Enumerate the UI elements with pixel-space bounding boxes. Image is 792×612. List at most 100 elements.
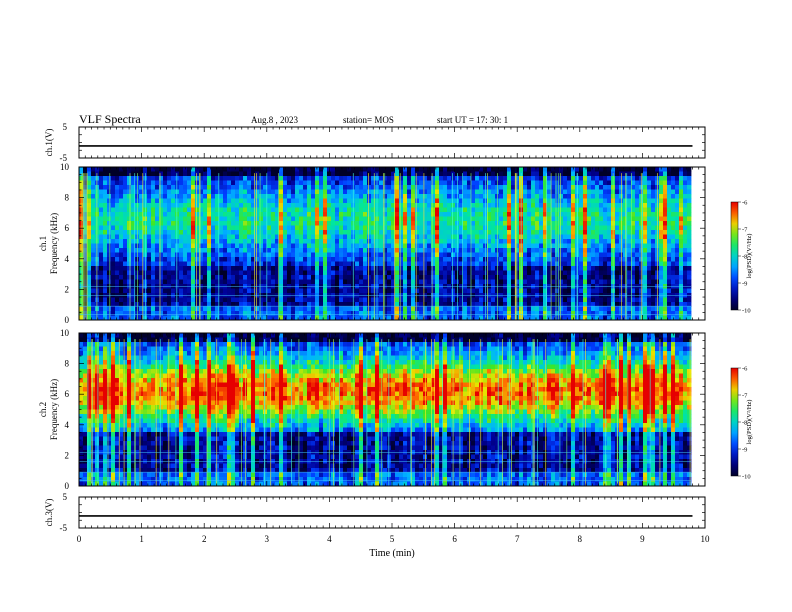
spectrogram-cell — [667, 266, 672, 271]
spectrogram-cell — [267, 261, 272, 267]
spectrogram-cell — [599, 180, 604, 186]
spectrogram-cell — [687, 248, 692, 253]
spectrogram-cell — [179, 302, 184, 307]
spectrogram-cell — [403, 243, 408, 249]
spectrogram-cell — [199, 194, 204, 199]
spectrogram-cell — [439, 194, 444, 199]
spectrogram-cell — [591, 239, 596, 244]
spectrogram-cell — [591, 243, 596, 249]
spectrogram-cell — [303, 302, 308, 307]
spectrogram-cell — [191, 279, 196, 285]
spectrogram-cell — [395, 212, 400, 217]
spectrogram-cell — [603, 180, 608, 186]
spectrogram-cell — [615, 234, 620, 240]
spectrogram-cell — [163, 275, 168, 280]
spectrogram-cell — [363, 297, 368, 303]
spectrogram-cell — [539, 243, 544, 249]
spectrogram-cell — [635, 279, 640, 285]
spectrogram-cell — [183, 275, 188, 280]
spectrogram-cell — [663, 306, 668, 312]
spectrogram-cell — [259, 171, 264, 177]
spectrogram-cell — [147, 225, 152, 231]
spectrogram-cell — [327, 306, 332, 312]
spectrogram-cell — [571, 270, 576, 276]
spectrogram-cell — [603, 225, 608, 231]
spectrogram-cell — [367, 297, 372, 303]
spectrogram-cell — [415, 185, 420, 190]
spectrogram-cell — [687, 167, 692, 172]
spectrogram-cell — [467, 252, 472, 258]
spectrogram-cell — [471, 279, 476, 285]
spectrogram-cell — [651, 180, 656, 186]
spectrogram-cell — [283, 230, 288, 235]
spectrogram-cell — [255, 297, 260, 303]
spectrogram-cell — [551, 225, 556, 231]
spectrogram-cell — [163, 243, 168, 249]
spectrogram-cell — [451, 230, 456, 235]
spectrogram-cell — [627, 257, 632, 262]
spectrogram-cell — [559, 302, 564, 307]
spectrogram-cell — [555, 171, 560, 177]
spectrogram-cell — [263, 288, 268, 294]
spectrogram-cell — [443, 221, 448, 226]
spectrogram-cell — [403, 266, 408, 271]
spectrogram-cell — [499, 257, 504, 262]
spectrogram-cell — [587, 297, 592, 303]
spectrogram-cell — [203, 234, 208, 240]
spectrogram-cell — [687, 306, 692, 312]
spectrogram-cell — [119, 239, 124, 244]
spectrogram-cell — [367, 171, 372, 177]
spectrogram-cell — [155, 194, 160, 199]
spectrogram-cell — [399, 261, 404, 267]
spectrogram-cell — [311, 297, 316, 303]
spectrogram-cell — [195, 167, 200, 172]
spectrogram-cell — [587, 194, 592, 199]
spectrogram-cell — [599, 266, 604, 271]
spectrogram-cell — [539, 266, 544, 271]
spectrogram-cell — [291, 306, 296, 312]
spectrogram-cell — [367, 176, 372, 181]
spectrogram-cell — [83, 306, 88, 312]
spectrogram-cell — [491, 306, 496, 312]
spectrogram-cell — [471, 266, 476, 271]
spectrogram-cell — [463, 297, 468, 303]
spectrogram-cell — [395, 225, 400, 231]
spectrogram-cell — [607, 198, 612, 204]
spectrogram-cell — [663, 270, 668, 276]
spectrogram-cell — [531, 239, 536, 244]
spectrogram-cell — [571, 216, 576, 222]
spectrogram-cell — [663, 167, 668, 172]
spectrogram-cell — [155, 167, 160, 172]
spectrogram-cell — [163, 252, 168, 258]
spectrogram-cell — [367, 252, 372, 258]
spectrogram-cell — [407, 171, 412, 177]
spectrogram-cell — [403, 221, 408, 226]
spectrogram-cell — [299, 189, 304, 195]
spectrogram-cell — [679, 185, 684, 190]
spectrogram-cell — [399, 248, 404, 253]
spectrogram-cell — [307, 180, 312, 186]
spectrogram-cell — [259, 257, 264, 262]
spectrogram-cell — [155, 239, 160, 244]
spectrogram-cell — [103, 216, 108, 222]
spectrogram-cell — [475, 207, 480, 213]
spectrogram-cell — [451, 221, 456, 226]
spectrogram-cell — [615, 302, 620, 307]
spectrogram-cell — [295, 171, 300, 177]
spectrogram-cell — [219, 302, 224, 307]
spectrogram-cell — [359, 225, 364, 231]
spectrogram-cell — [347, 189, 352, 195]
spectrogram-cell — [623, 230, 628, 235]
spectrogram-cell — [207, 257, 212, 262]
spectrogram-cell — [399, 257, 404, 262]
spectrogram-cell — [235, 194, 240, 199]
spectrogram-cell — [595, 194, 600, 199]
spectrogram-cell — [319, 176, 324, 181]
spectrogram-cell — [463, 261, 468, 267]
spectrogram-cell — [395, 203, 400, 208]
spectrogram-cell — [115, 306, 120, 312]
spectrogram-cell — [79, 194, 84, 199]
spectrogram-cell — [643, 198, 648, 204]
spectrogram-cell — [547, 288, 552, 294]
spectrogram-cell — [371, 311, 376, 316]
